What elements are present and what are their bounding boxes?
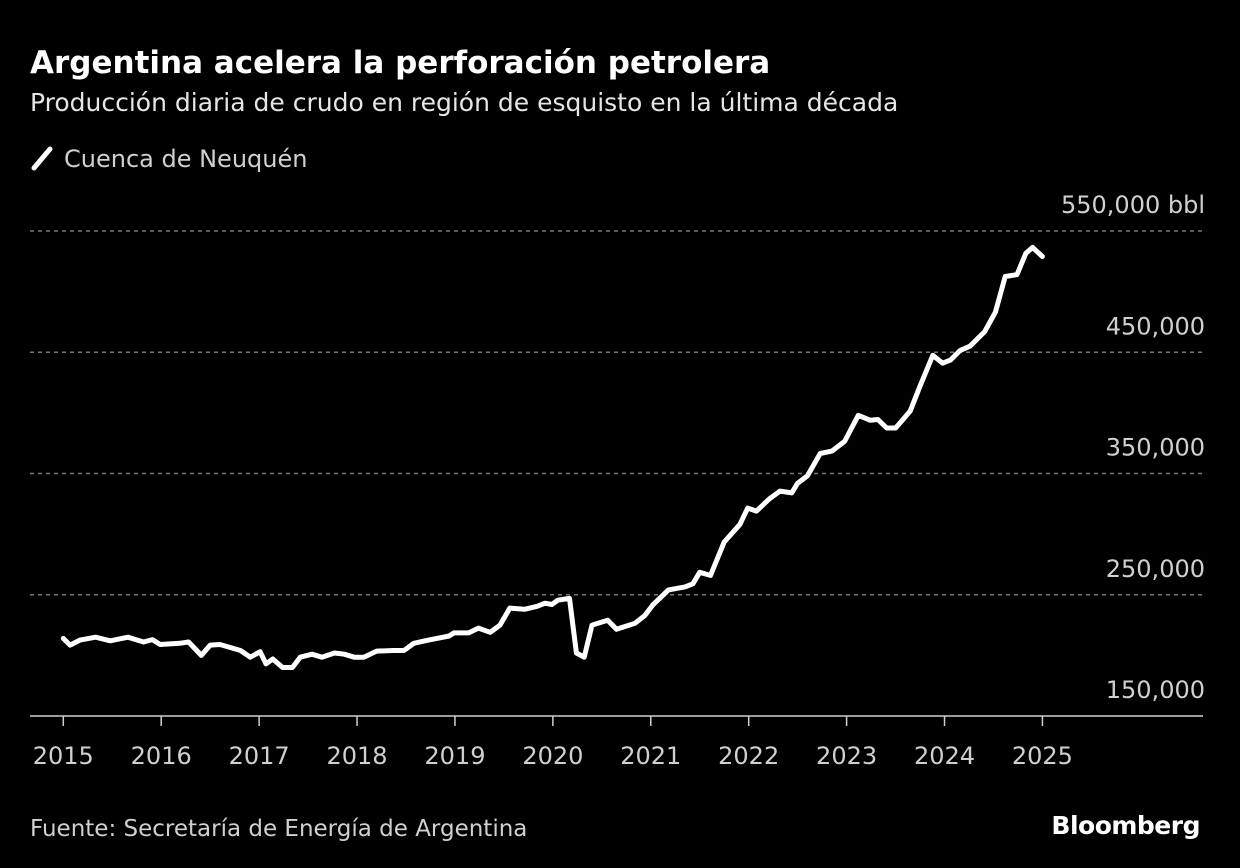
- y-tick-label: 450,000: [1106, 312, 1205, 340]
- x-tick-label: 2025: [1012, 742, 1073, 770]
- legend-label: Cuenca de Neuquén: [64, 145, 307, 173]
- x-tick-label: 2022: [718, 742, 779, 770]
- legend-swatch: [31, 146, 53, 171]
- chart-title: Argentina acelera la perforación petrole…: [30, 45, 770, 81]
- x-tick-label: 2021: [620, 742, 681, 770]
- x-tick-label: 2016: [131, 742, 192, 770]
- y-tick-label: 350,000: [1106, 434, 1205, 462]
- x-tick-label: 2019: [424, 742, 485, 770]
- y-tick-label: 150,000: [1106, 676, 1205, 704]
- x-tick-label: 2023: [816, 742, 877, 770]
- x-tick-label: 2020: [522, 742, 583, 770]
- y-tick-label: 250,000: [1106, 555, 1205, 583]
- x-tick-label: 2015: [33, 742, 94, 770]
- brand: Bloomberg: [1051, 811, 1200, 840]
- x-tick-label: 2024: [914, 742, 975, 770]
- x-tick-label: 2017: [229, 742, 290, 770]
- y-tick-label: 550,000 bbl: [1061, 191, 1205, 219]
- source: Fuente: Secretaría de Energía de Argenti…: [30, 816, 527, 842]
- chart-subtitle: Producción diaria de crudo en región de …: [30, 88, 898, 117]
- data-line: [60, 244, 1045, 670]
- x-tick-label: 2018: [326, 742, 387, 770]
